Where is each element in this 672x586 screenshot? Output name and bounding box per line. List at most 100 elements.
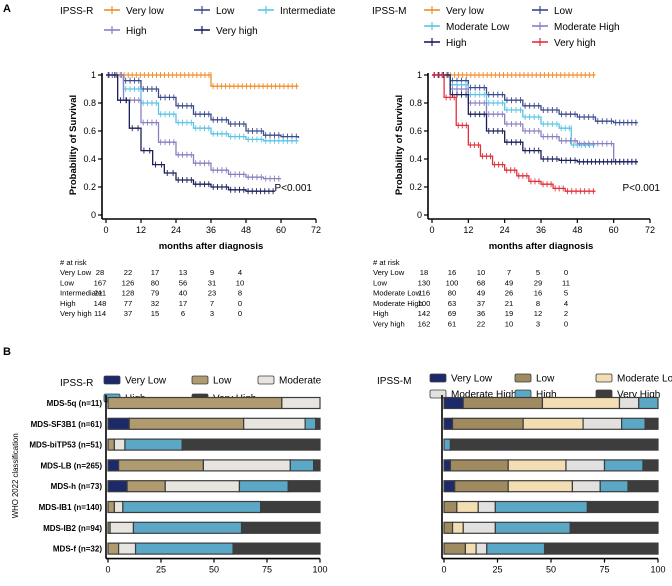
bar-segment-high [124,438,183,451]
risk-value: 162 [418,320,431,329]
risk-value: 31 [208,278,216,287]
risk-value: 16 [448,268,456,277]
y-tick-label: 0.2 [83,182,96,192]
survival-curve-very-high [432,74,596,192]
survival-curve-intermediate [106,74,299,142]
legend-label: Moderate High [554,22,620,33]
x-tick-label: 36 [536,225,546,235]
risk-row-label: Moderate High [373,299,423,308]
bar-segment-high [122,500,262,514]
risk-value: 80 [151,278,159,287]
legend-swatch [429,389,447,399]
bar-segment-high [304,417,317,430]
bar-segment-very-high [313,459,321,472]
risk-value: 49 [477,289,485,298]
bar-segment-moderate-high [462,521,496,534]
x-tick-label: 100 [312,565,327,575]
legend-swatch [191,375,209,385]
risk-value: 63 [448,299,456,308]
bar-segment-moderate [117,542,137,555]
bar-segment-high [494,521,571,534]
risk-value: 23 [208,289,216,298]
bar-segment-moderate-low [522,417,584,430]
legend-label: High [126,26,147,37]
legend-title: IPSS-R [60,378,93,389]
bar-segment-moderate-low [464,542,477,555]
risk-value: 80 [448,289,456,298]
legend-label: Very low [126,6,165,17]
y-tick-label: 0.6 [409,126,422,136]
legend-title: IPSS-M [377,376,411,387]
risk-table-header: # at risk [373,258,400,267]
x-tick-label: 36 [206,225,216,235]
risk-value: 15 [151,309,159,318]
legend-swatch [595,389,613,399]
bar-segment-very-high [569,521,659,534]
risk-value: 17 [151,268,159,277]
risk-value: 69 [448,309,456,318]
risk-row-label: Moderate Low [373,289,422,298]
risk-value: 28 [96,268,104,277]
bar-segment-moderate-low [507,459,567,472]
bar-segment-high [603,459,644,472]
risk-value: 13 [179,268,187,277]
risk-row-label: Very Low [373,268,405,277]
bar-segment-very-low [107,480,128,493]
risk-value: 17 [179,299,187,308]
risk-value: 7 [507,268,511,277]
risk-value: 37 [124,309,132,318]
risk-value: 21 [505,299,513,308]
legend-title: IPSS-R [60,6,93,17]
bar-segment-moderate [164,480,241,493]
risk-value: 126 [122,278,135,287]
x-tick-label: 24 [171,225,181,235]
x-tick-label: 0 [103,225,108,235]
x-tick-label: 25 [156,565,166,575]
risk-row-label: Very high [373,320,405,329]
x-tick-label: 0 [105,565,110,575]
y-tick-label: 0.6 [83,126,96,136]
category-label: MDS-IB1 (n=140) [39,503,103,512]
legend-swatch [514,389,532,399]
legend-label: Intermediate [280,6,336,17]
bar-segment-very-high [586,500,659,514]
bar-segment-low [443,521,454,534]
risk-value: 2 [564,309,568,318]
legend-swatch [595,373,613,383]
bar-segment-high [486,542,546,555]
risk-value: 68 [477,278,485,287]
x-tick-label: 24 [500,225,510,235]
bar-segment-moderate-high [565,459,606,472]
risk-value: 130 [418,278,431,287]
ipss-m-distribution-chart: IPSS-M Very Low Low Moderate Low Moderate Hi… [377,374,672,575]
risk-value: 0 [564,320,568,329]
x-tick-label: 12 [136,225,146,235]
bar-segment-very-low [107,417,130,430]
survival-curve-high [106,74,281,180]
bar-segment-low [107,500,115,514]
risk-value: 10 [236,278,244,287]
risk-value: 148 [94,299,107,308]
risk-value: 11 [562,278,570,287]
risk-value: 3 [536,320,540,329]
category-label: MDS-f (n=32) [53,545,102,554]
bar-segment-moderate [113,500,124,514]
risk-value: 167 [94,278,107,287]
legend-swatch [257,375,275,385]
bar-segment-low [107,542,120,555]
bar-segment-low [443,500,458,514]
survival-curve-very-high [106,74,276,192]
risk-value: 6 [181,309,185,318]
x-tick-label: 60 [276,225,286,235]
risk-value: 114 [94,309,106,318]
risk-value: 8 [238,289,242,298]
bar-segment-moderate-low [451,521,464,534]
y-tick-label: 0.4 [83,154,96,164]
risk-value: 0 [238,299,242,308]
legend-label: High [446,38,467,49]
x-tick-label: 12 [463,225,473,235]
risk-row-label: High [373,309,389,318]
